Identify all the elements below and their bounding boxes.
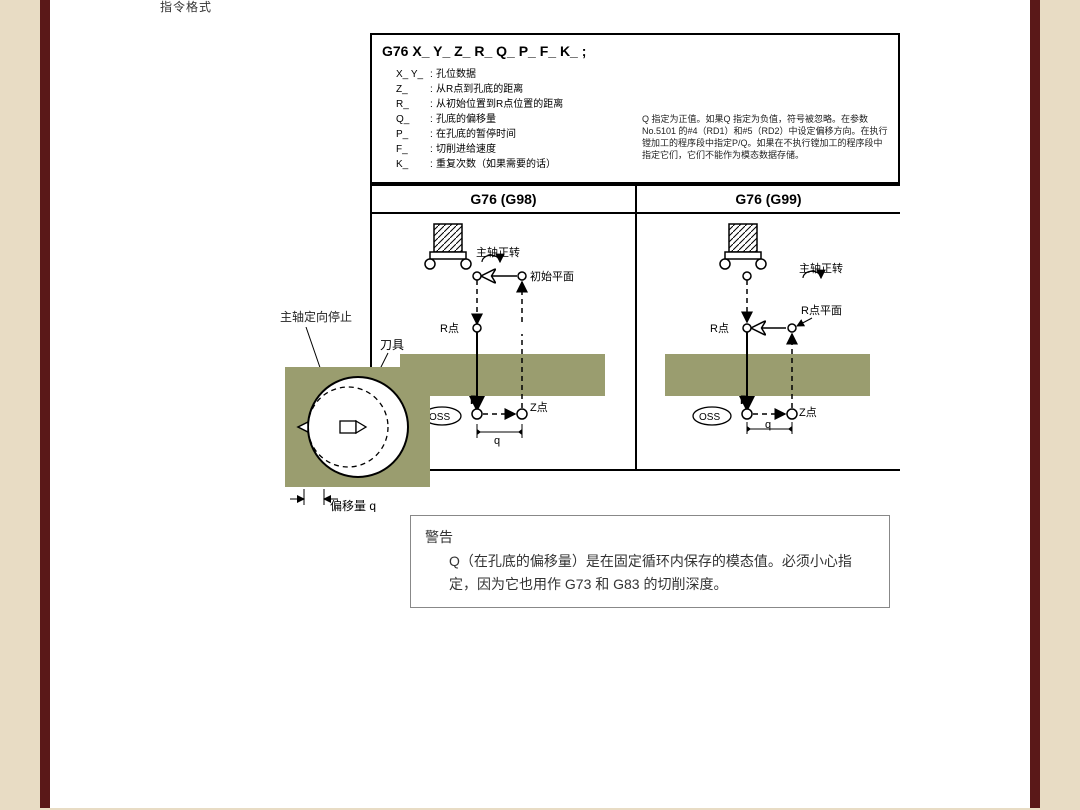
svg-text:OSS: OSS	[699, 412, 720, 423]
svg-text:初始平面: 初始平面	[530, 269, 574, 283]
svg-text:q: q	[494, 435, 500, 447]
svg-text:偏移量 q: 偏移量 q	[330, 498, 376, 512]
svg-text:主轴正转: 主轴正转	[476, 245, 520, 259]
warning-title: 警告	[425, 526, 875, 548]
g98-header: G76 (G98)	[372, 184, 635, 214]
spindle-stop-label: 主轴定向停止	[280, 308, 440, 325]
svg-text:R点: R点	[440, 322, 459, 335]
svg-text:Z点: Z点	[799, 406, 817, 419]
svg-text:Z点: Z点	[530, 401, 548, 414]
svg-text:刀具: 刀具	[380, 338, 404, 352]
svg-text:R点平面: R点平面	[801, 304, 842, 317]
spindle-inset: 主轴定向停止 刀具	[280, 308, 440, 517]
svg-text:P: P	[470, 393, 478, 407]
svg-text:P: P	[740, 393, 748, 407]
format-box: G76 X_ Y_ Z_ R_ Q_ P_ F_ K_ ; X_ Y_:孔位数据…	[370, 33, 900, 184]
spindle-diagram: 刀具 偏移量 q	[280, 327, 440, 512]
section-title: 指令格式	[160, 0, 920, 15]
svg-text:q: q	[765, 419, 771, 431]
parameter-list: X_ Y_:孔位数据 Z_:从R点到孔底的距离 R_:从初始位置到R点位置的距离…	[396, 67, 626, 172]
format-header: G76 X_ Y_ Z_ R_ Q_ P_ F_ K_ ;	[372, 35, 898, 65]
g99-diagram: 主轴正转 R点 R点平面 P	[637, 214, 900, 469]
q-note: Q 指定为正值。如果Q 指定为负值，符号被忽略。在参数No.5101 的#4（R…	[642, 67, 888, 172]
document-page: 指令格式 G76 X_ Y_ Z_ R_ Q_ P_ F_ K_ ; X_ Y_…	[40, 0, 1040, 808]
svg-text:R点: R点	[710, 322, 729, 335]
comparison-table: G76 (G98)	[370, 184, 900, 471]
g99-header: G76 (G99)	[637, 184, 900, 214]
warning-text: Q（在孔底的偏移量）是在固定循环内保存的模态值。必须小心指定，因为它也用作 G7…	[425, 550, 875, 595]
warning-box: 警告 Q（在孔底的偏移量）是在固定循环内保存的模态值。必须小心指定，因为它也用作…	[410, 515, 890, 608]
